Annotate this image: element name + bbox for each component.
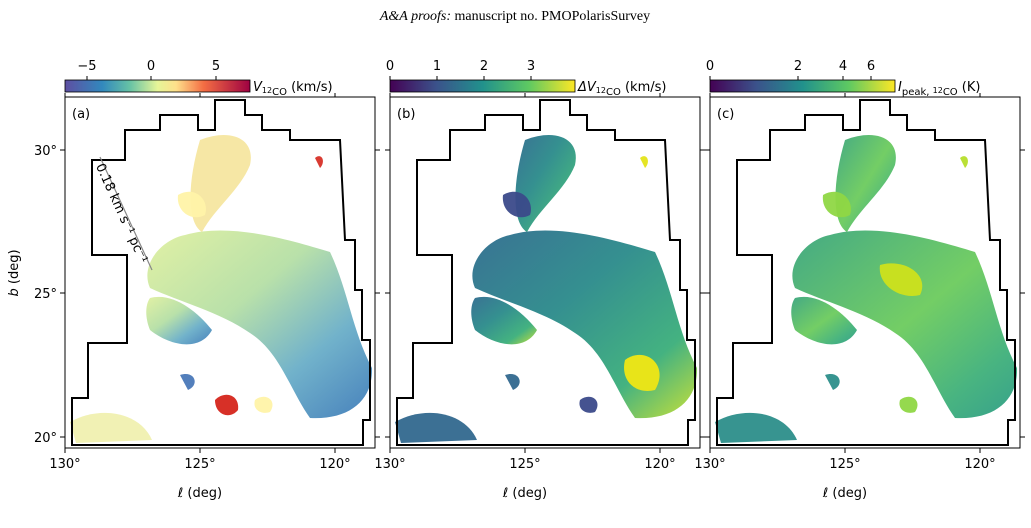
label: Ipeak, 12CO (K)	[898, 80, 980, 98]
scale-line	[99, 156, 153, 271]
emission-region	[640, 156, 648, 168]
colorbar-tick-label: 2	[480, 59, 488, 74]
emission-region	[822, 191, 851, 218]
label: ΔV12CO (km/s)	[577, 80, 666, 98]
emission-region	[960, 156, 968, 168]
panel-label: (b)	[397, 107, 415, 122]
x-tick-label: 130°	[694, 457, 725, 472]
x-tick-label: 130°	[374, 457, 405, 472]
emission-region	[899, 396, 918, 413]
emission-region	[315, 156, 323, 168]
x-tick-label: 125°	[829, 457, 860, 472]
x-tick-label: 125°	[184, 457, 215, 472]
emission-region	[825, 373, 840, 390]
panel-label: (c)	[717, 107, 734, 122]
y-tick-label: 30°	[34, 144, 57, 159]
colorbar	[709, 79, 896, 93]
label-part: I	[898, 80, 902, 95]
panel: 0 2 4 6 Ipeak, 12CO (K) (c) 130° 125° 120° ℓ (deg…	[694, 59, 1025, 501]
emission-region	[791, 296, 857, 345]
x-tick-label: 120°	[964, 457, 995, 472]
colorbar-tick-label: −5	[77, 59, 96, 74]
label-part: CO	[943, 87, 958, 98]
colorbar-tick-label: 4	[839, 59, 847, 74]
panel-label: (a)	[72, 107, 90, 122]
label-part: ℓ	[177, 486, 183, 501]
emission-region	[505, 373, 520, 390]
colorbar	[64, 79, 251, 93]
label-part: (deg)	[828, 486, 867, 501]
label-part: (K)	[958, 80, 981, 95]
colorbar-tick-label: 6	[867, 59, 875, 74]
colorbar-tick-label: 0	[386, 59, 394, 74]
emission-region	[254, 396, 273, 413]
x-tick-label: 130°	[49, 457, 80, 472]
colorbar-tick-label: 2	[794, 59, 802, 74]
emission-region	[146, 296, 212, 345]
label: ℓ (deg)	[502, 486, 547, 501]
label-part: 12	[933, 86, 943, 95]
x-tick-label: 120°	[319, 457, 350, 472]
colorbar-tick-label: 0	[706, 59, 714, 74]
label-part: ℓ	[502, 486, 508, 501]
label-part: 12	[596, 86, 606, 95]
emission-region	[215, 394, 239, 416]
survey-boundary	[716, 99, 1016, 446]
label-part: (deg)	[508, 486, 547, 501]
emission-region	[147, 230, 373, 419]
label-part: 12	[262, 86, 272, 95]
label-part: (km/s)	[621, 80, 667, 95]
emission-region	[715, 412, 797, 443]
emission-region	[471, 296, 537, 345]
label: ℓ (deg)	[177, 486, 222, 501]
emission-region	[180, 373, 195, 390]
label-part: ℓ	[822, 486, 828, 501]
label-part: peak,	[902, 87, 933, 98]
colorbar-tick-label: 0	[147, 59, 155, 74]
colorbar	[389, 79, 576, 93]
x-tick-label: 125°	[509, 457, 540, 472]
label: V12CO (km/s)	[253, 80, 333, 98]
y-tick-label: 25°	[34, 287, 57, 302]
colorbar-tick-label: 3	[527, 59, 535, 74]
label: b (deg)	[7, 249, 22, 296]
running-header: A&A proofs: manuscript no. PMOPolarisSur…	[379, 9, 650, 24]
label-part: (deg)	[7, 249, 22, 288]
journal: A&A proofs:	[379, 9, 451, 24]
label: ℓ (deg)	[822, 486, 867, 501]
x-tick-label: 120°	[644, 457, 675, 472]
survey-boundary	[71, 99, 371, 446]
emission-region	[502, 191, 531, 218]
label-part: CO	[606, 87, 621, 98]
colorbar-tick-label: 5	[212, 59, 220, 74]
y-tick-label: 20°	[34, 431, 57, 446]
label-part: ΔV	[577, 80, 597, 95]
survey-boundary	[396, 99, 696, 446]
panel: −5 0 5 V12CO (km/s) (a) 130° 125° 120° 30° 25° 20°…	[34, 59, 380, 501]
label-part: (deg)	[183, 486, 222, 501]
label-part: (km/s)	[287, 80, 333, 95]
colorbar-tick-label: 1	[433, 59, 441, 74]
emission-region	[70, 412, 152, 443]
label-part: b	[7, 288, 22, 296]
emission-region	[879, 263, 923, 296]
emission-region	[579, 396, 598, 413]
emission-region	[177, 191, 206, 218]
emission-region	[395, 412, 477, 443]
emission-region	[792, 230, 1018, 419]
label-part: V	[253, 80, 263, 95]
manuscript: manuscript no. PMOPolarisSurvey	[455, 9, 651, 24]
label-part: CO	[272, 87, 287, 98]
emission-region	[624, 354, 660, 391]
